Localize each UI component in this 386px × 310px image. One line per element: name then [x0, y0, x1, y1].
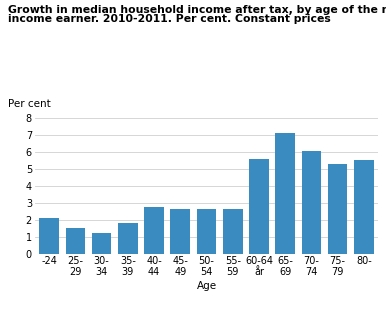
Bar — [171, 209, 190, 254]
Bar — [66, 228, 85, 254]
Bar — [249, 159, 269, 254]
Bar — [39, 218, 59, 254]
Bar — [328, 164, 347, 254]
Bar — [301, 151, 321, 254]
Text: income earner. 2010-2011. Per cent. Constant prices: income earner. 2010-2011. Per cent. Cons… — [8, 14, 330, 24]
Bar — [223, 209, 242, 254]
Bar — [354, 160, 374, 254]
Bar — [197, 209, 216, 254]
X-axis label: Age: Age — [196, 281, 217, 291]
Text: Per cent: Per cent — [8, 99, 51, 109]
Text: Growth in median household income after tax, by age of the main: Growth in median household income after … — [8, 5, 386, 15]
Bar — [275, 133, 295, 254]
Bar — [118, 223, 138, 254]
Bar — [92, 233, 112, 254]
Bar — [144, 207, 164, 254]
